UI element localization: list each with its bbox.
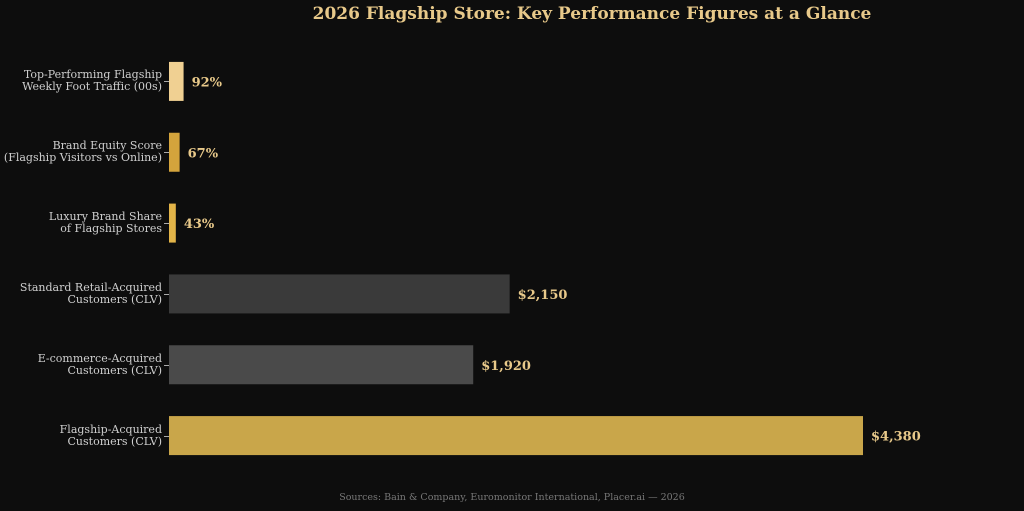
- bar: [169, 416, 863, 456]
- category-label: Flagship-Acquired Customers (CLV): [59, 422, 162, 448]
- tick: [164, 223, 169, 225]
- value-label: 43%: [184, 217, 215, 232]
- tick: [164, 81, 169, 83]
- value-label: $1,920: [481, 359, 531, 374]
- bar: [169, 132, 180, 172]
- category-label: Luxury Brand Share of Flagship Stores: [48, 210, 162, 236]
- bar: [169, 345, 474, 385]
- category-label: Top-Performing Flagship Weekly Foot Traf…: [22, 68, 162, 94]
- tick: [164, 435, 169, 437]
- value-label: 67%: [188, 146, 219, 161]
- tick: [164, 293, 169, 295]
- category-label: Standard Retail-Acquired Customers (CLV): [19, 280, 162, 306]
- category-label: Brand Equity Score (Flagship Visitors vs…: [3, 139, 162, 165]
- source-note: Sources: Bain & Company, Euromonitor Int…: [339, 492, 685, 503]
- value-label: $4,380: [871, 430, 921, 445]
- value-label: 92%: [192, 75, 223, 90]
- bar: [169, 274, 510, 314]
- category-label: E-commerce-Acquired Customers (CLV): [37, 351, 162, 377]
- bar: [169, 61, 184, 101]
- tick: [164, 364, 169, 366]
- bar: [169, 203, 176, 243]
- tick: [164, 152, 169, 154]
- chart-title: 2026 Flagship Store: Key Performance Fig…: [312, 4, 872, 24]
- value-label: $2,150: [518, 288, 568, 303]
